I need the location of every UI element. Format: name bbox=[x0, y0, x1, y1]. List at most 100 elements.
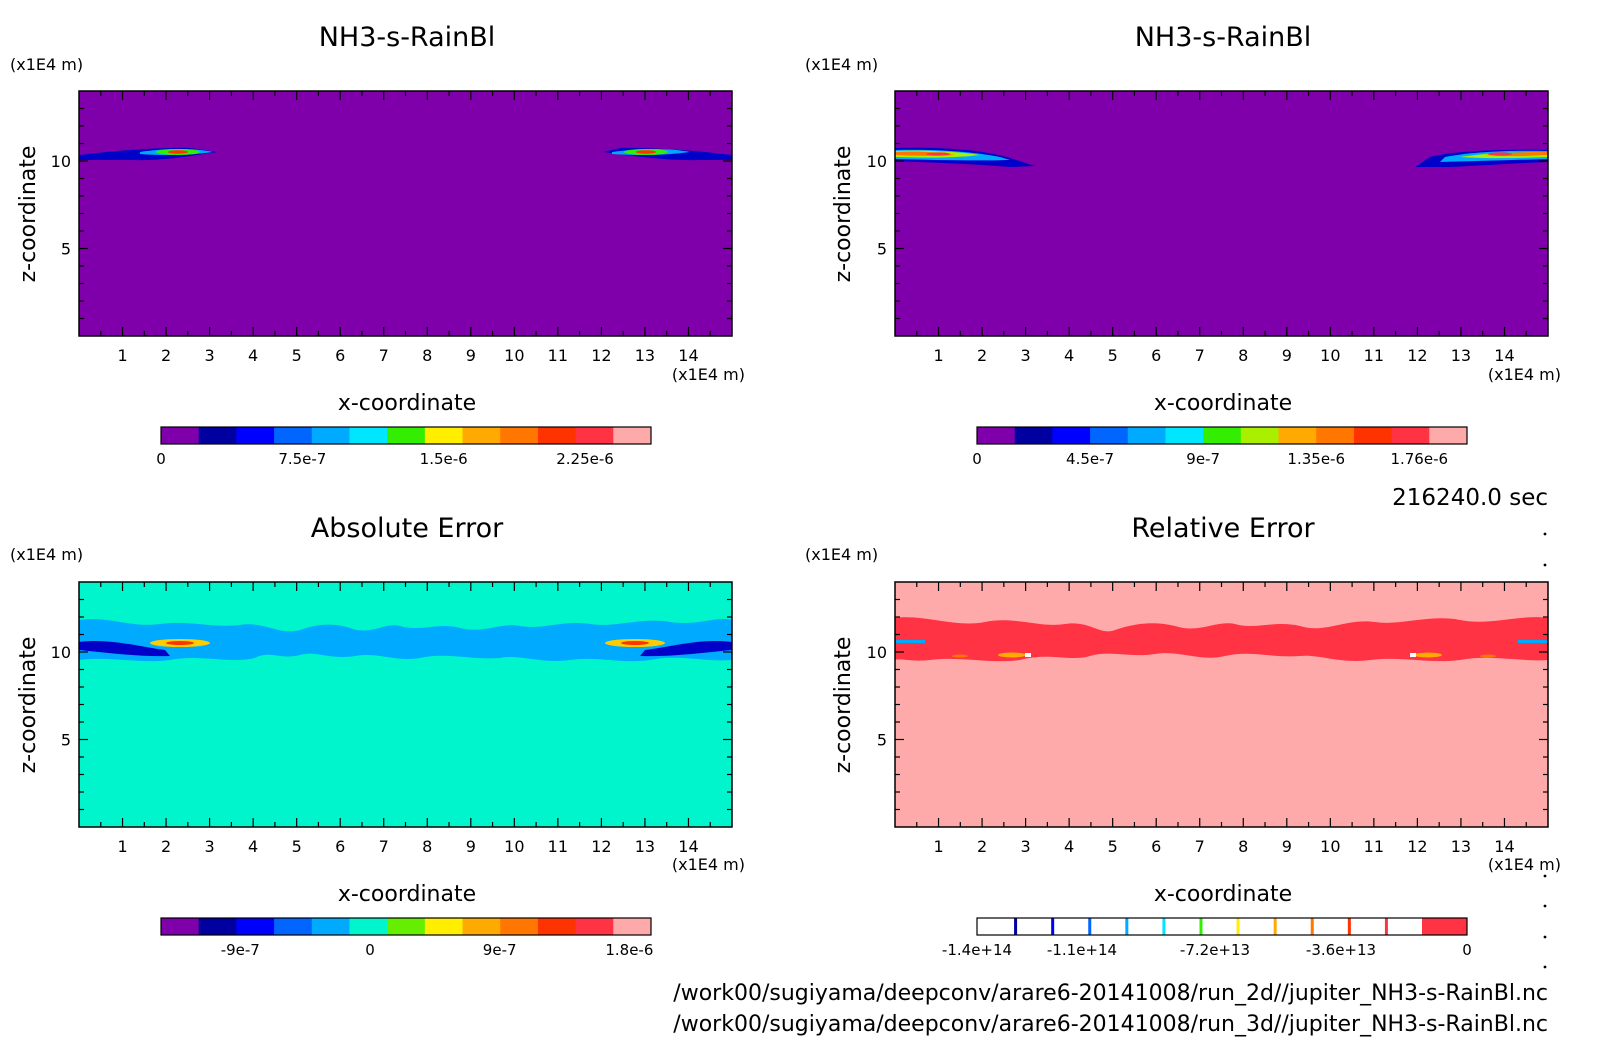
colorbar-label: 0 bbox=[1462, 941, 1472, 959]
colorbar-segment bbox=[1051, 918, 1055, 935]
colorbar-segment bbox=[462, 918, 501, 935]
colorbar-segment bbox=[1240, 427, 1280, 444]
colorbar-label: -1.4e+14 bbox=[942, 941, 1012, 959]
y-unit-label: (x1E4 m) bbox=[805, 55, 878, 74]
error-right-small bbox=[1480, 654, 1496, 658]
colorbar-segment bbox=[424, 427, 464, 444]
x-tick-label: 3 bbox=[205, 837, 215, 856]
colorbar-segment bbox=[161, 427, 200, 444]
file-path-2d: /work00/sugiyama/deepconv/arare6-2014100… bbox=[673, 981, 1548, 1006]
colorbar-segment bbox=[424, 918, 464, 935]
x-tick-label: 6 bbox=[1151, 837, 1161, 856]
colorbar-segment bbox=[311, 427, 350, 444]
colorbar-label: 1.5e-6 bbox=[420, 450, 468, 468]
rain-band-left-max bbox=[168, 150, 188, 154]
colorbar: -1.4e+14 -1.1e+14 -7.2e+13 -3.6e+13 0 bbox=[942, 917, 1472, 959]
x-axis-label: x-coordinate bbox=[338, 882, 476, 907]
colorbar: 0 7.5e-7 1.5e-6 2.25e-6 bbox=[156, 426, 652, 468]
colorbar-label: 9e-7 bbox=[483, 941, 517, 959]
time-label: 216240.0 sec bbox=[1392, 485, 1548, 511]
x-tick-label: 8 bbox=[422, 837, 432, 856]
colorbar-segment bbox=[1052, 427, 1091, 444]
panel-nh3-3d: NH3-s-RainBl (x1E4 m) 1 2 3 4 5 6 7 8 9 10 11 12 13 1… bbox=[805, 22, 1561, 468]
y-tick-label: 5 bbox=[877, 731, 887, 750]
x-tick-label: 11 bbox=[548, 837, 568, 856]
x-tick-label: 14 bbox=[1494, 346, 1514, 365]
x-tick-label: 9 bbox=[1282, 837, 1292, 856]
colorbar-label: 7.5e-7 bbox=[278, 450, 326, 468]
panel-title: NH3-s-RainBl bbox=[319, 22, 496, 53]
error-right-max bbox=[621, 641, 649, 645]
y-tick-label: 10 bbox=[867, 643, 887, 662]
colorbar-segment bbox=[1316, 427, 1355, 444]
colorbar-segment bbox=[236, 918, 275, 935]
colorbar-label: -3.6e+13 bbox=[1306, 941, 1376, 959]
colorbar-background bbox=[977, 918, 1467, 935]
colorbar-segment bbox=[236, 427, 275, 444]
x-tick-label: 5 bbox=[1108, 837, 1118, 856]
x-tick-label: 9 bbox=[466, 346, 476, 365]
y-unit-label: (x1E4 m) bbox=[10, 545, 83, 564]
colorbar-segment bbox=[1125, 918, 1129, 935]
x-tick-label: 1 bbox=[117, 837, 127, 856]
error-left-spot-core bbox=[1025, 653, 1031, 657]
x-tick-label: 8 bbox=[1238, 346, 1248, 365]
x-tick-label: 10 bbox=[1320, 837, 1340, 856]
y-tick-label: 10 bbox=[867, 152, 887, 171]
x-tick-label: 8 bbox=[422, 346, 432, 365]
plot-background bbox=[895, 91, 1548, 336]
colorbar-label: 0 bbox=[365, 941, 375, 959]
error-right-edge bbox=[1518, 640, 1548, 643]
plot-background bbox=[79, 582, 732, 827]
colorbar-label: 1.35e-6 bbox=[1287, 450, 1345, 468]
x-tick-label: 13 bbox=[635, 346, 655, 365]
colorbar-segment bbox=[1127, 427, 1166, 444]
colorbar-segment bbox=[977, 427, 1016, 444]
error-band bbox=[79, 619, 732, 662]
x-tick-label: 11 bbox=[548, 346, 568, 365]
x-tick-label: 14 bbox=[678, 346, 698, 365]
y-axis-label: z-coordinate bbox=[16, 146, 41, 283]
colorbar-segment bbox=[537, 918, 577, 935]
contour-features bbox=[79, 619, 732, 662]
x-tick-label: 14 bbox=[678, 837, 698, 856]
colorbar-segment bbox=[311, 918, 350, 935]
rain-band-right-max bbox=[636, 150, 656, 154]
contour-features bbox=[895, 617, 1548, 662]
error-band-right-low bbox=[640, 640, 732, 657]
error-band bbox=[895, 617, 1548, 662]
colorbar-segment bbox=[1165, 427, 1204, 444]
colorbar-segment bbox=[1014, 427, 1053, 444]
colorbar-segment bbox=[1384, 918, 1388, 935]
y-unit-label: (x1E4 m) bbox=[805, 545, 878, 564]
colorbar-segment bbox=[161, 918, 200, 935]
colorbar-segment bbox=[500, 918, 539, 935]
x-axis-label: x-coordinate bbox=[1154, 391, 1292, 416]
contour-features bbox=[79, 147, 732, 161]
x-axis-label: x-coordinate bbox=[338, 391, 476, 416]
x-unit-label: (x1E4 m) bbox=[672, 365, 745, 384]
y-tick-label: 5 bbox=[61, 240, 71, 259]
x-tick-label: 7 bbox=[379, 837, 389, 856]
x-tick-label: 1 bbox=[117, 346, 127, 365]
y-unit-label: (x1E4 m) bbox=[10, 55, 83, 74]
x-tick-label: 13 bbox=[1451, 837, 1471, 856]
x-tick-label: 3 bbox=[205, 346, 215, 365]
x-tick-label: 7 bbox=[1195, 346, 1205, 365]
x-tick-label: 8 bbox=[1238, 837, 1248, 856]
colorbar-segment bbox=[575, 427, 614, 444]
panel-title: Relative Error bbox=[1131, 513, 1315, 544]
y-tick-label: 5 bbox=[877, 240, 887, 259]
y-axis-label: z-coordinate bbox=[831, 637, 856, 774]
rain-band-right-max bbox=[1488, 152, 1512, 156]
colorbar-segment bbox=[1014, 918, 1018, 935]
colorbar-label: 2.25e-6 bbox=[556, 450, 614, 468]
file-path-3d: /work00/sugiyama/deepconv/arare6-2014100… bbox=[673, 1012, 1548, 1037]
colorbar-label: 0 bbox=[156, 450, 166, 468]
margin-dots bbox=[1543, 532, 1547, 969]
colorbar-label: 9e-7 bbox=[1186, 450, 1220, 468]
x-tick-label: 2 bbox=[161, 837, 171, 856]
colorbar-label: 1.8e-6 bbox=[605, 941, 653, 959]
colorbar-segment bbox=[1278, 427, 1317, 444]
